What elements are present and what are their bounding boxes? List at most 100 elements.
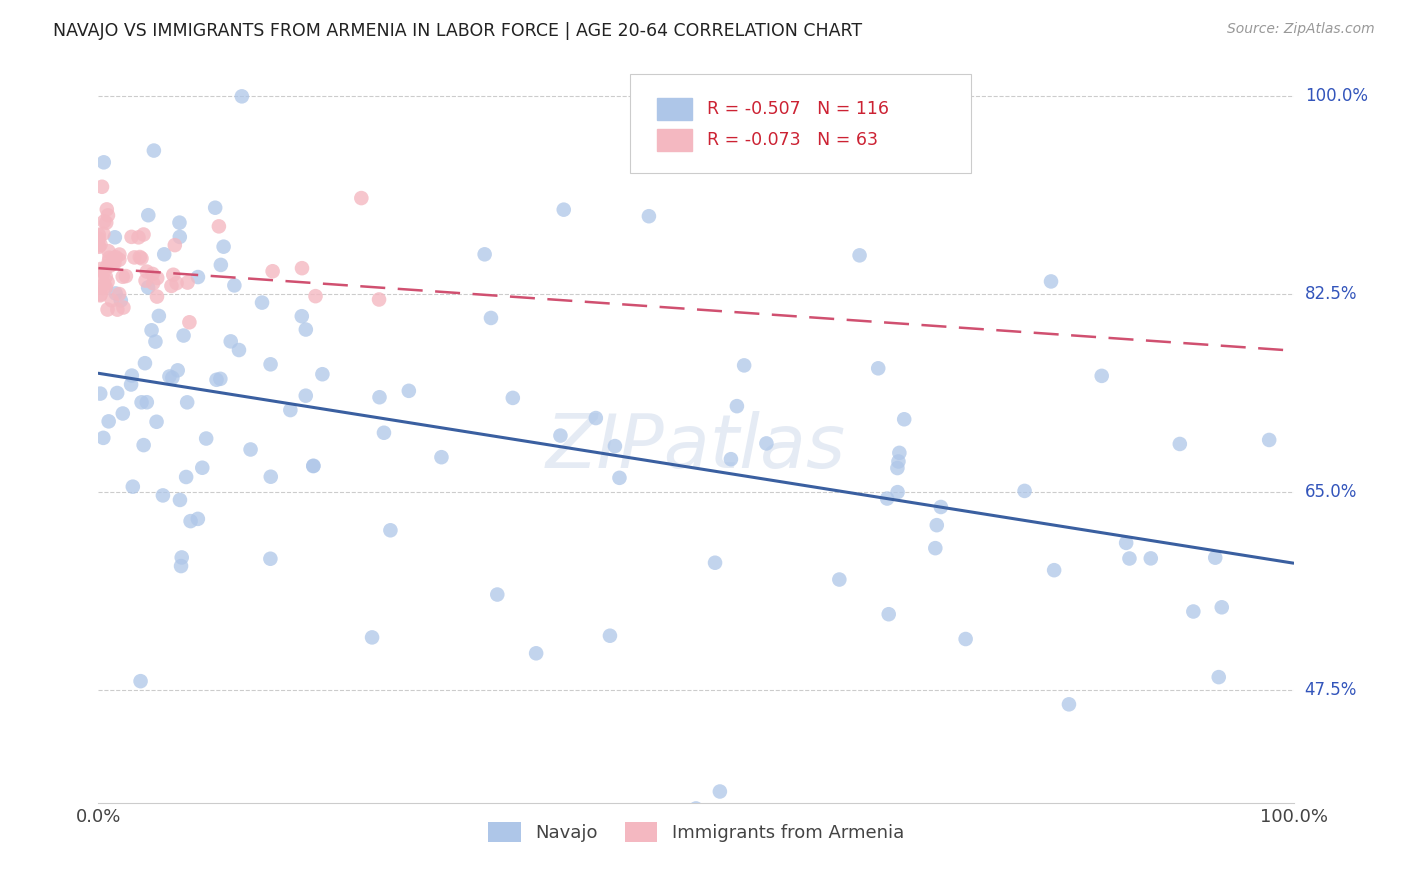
- Point: [828, 573, 851, 587]
- Point: [179, 315, 201, 329]
- Point: [169, 492, 191, 507]
- Point: [120, 377, 142, 392]
- FancyBboxPatch shape: [630, 73, 972, 173]
- Point: [887, 454, 910, 468]
- Point: [136, 208, 159, 222]
- Point: [89, 386, 111, 401]
- Point: [380, 523, 402, 537]
- Point: [195, 432, 218, 446]
- Point: [87, 240, 110, 254]
- Point: [97, 244, 120, 259]
- Point: [720, 452, 742, 467]
- Point: [163, 238, 186, 252]
- Point: [1168, 437, 1191, 451]
- Point: [101, 293, 124, 308]
- Text: NAVAJO VS IMMIGRANTS FROM ARMENIA IN LABOR FORCE | AGE 20-64 CORRELATION CHART: NAVAJO VS IMMIGRANTS FROM ARMENIA IN LAB…: [53, 22, 862, 40]
- Point: [553, 202, 575, 217]
- Text: ZIPatlas: ZIPatlas: [546, 411, 846, 483]
- Point: [110, 293, 132, 308]
- Point: [638, 209, 661, 223]
- Point: [1258, 433, 1281, 447]
- Point: [108, 287, 131, 301]
- Point: [755, 436, 778, 450]
- Point: [96, 216, 118, 230]
- Point: [135, 274, 157, 288]
- Point: [260, 469, 283, 483]
- Point: [136, 280, 159, 294]
- Point: [91, 179, 114, 194]
- Bar: [657, 98, 692, 120]
- Point: [98, 254, 121, 268]
- Point: [90, 262, 112, 277]
- Point: [877, 607, 900, 622]
- Text: R = -0.507   N = 116: R = -0.507 N = 116: [707, 100, 889, 118]
- Point: [893, 412, 915, 426]
- Point: [1118, 551, 1140, 566]
- Point: [146, 289, 169, 303]
- Text: 100.0%: 100.0%: [1305, 87, 1368, 105]
- Text: Source: ZipAtlas.com: Source: ZipAtlas.com: [1227, 22, 1375, 37]
- Point: [212, 240, 235, 254]
- Point: [924, 541, 946, 556]
- Point: [145, 334, 167, 349]
- Point: [103, 256, 125, 270]
- Point: [135, 264, 157, 278]
- Point: [704, 556, 727, 570]
- Point: [153, 247, 176, 261]
- Point: [228, 343, 250, 357]
- Point: [191, 460, 214, 475]
- Point: [259, 551, 281, 566]
- Point: [294, 389, 316, 403]
- Point: [1040, 275, 1063, 289]
- Point: [166, 363, 188, 377]
- Point: [141, 267, 163, 281]
- Point: [599, 629, 621, 643]
- Point: [124, 251, 146, 265]
- Point: [725, 399, 748, 413]
- Point: [132, 438, 155, 452]
- Point: [98, 259, 121, 273]
- Point: [1057, 698, 1080, 712]
- Point: [1182, 605, 1205, 619]
- Point: [1091, 368, 1114, 383]
- Point: [162, 371, 184, 385]
- Point: [733, 359, 755, 373]
- Point: [142, 144, 165, 158]
- Point: [170, 559, 193, 574]
- Point: [93, 214, 115, 228]
- Point: [187, 270, 209, 285]
- Point: [159, 369, 181, 384]
- Point: [90, 287, 112, 301]
- Point: [955, 632, 977, 646]
- Point: [87, 231, 110, 245]
- Point: [929, 500, 952, 514]
- Point: [89, 288, 111, 302]
- Point: [89, 237, 111, 252]
- Point: [96, 302, 118, 317]
- Point: [368, 390, 391, 404]
- Point: [96, 202, 118, 217]
- Point: [103, 251, 125, 265]
- Point: [142, 277, 165, 291]
- Point: [886, 461, 908, 475]
- Text: 82.5%: 82.5%: [1305, 285, 1357, 303]
- Point: [291, 310, 314, 324]
- Point: [121, 480, 143, 494]
- Point: [94, 269, 117, 284]
- Point: [121, 368, 143, 383]
- Point: [132, 227, 155, 242]
- Point: [108, 247, 131, 261]
- Point: [304, 289, 326, 303]
- Point: [204, 201, 226, 215]
- Point: [208, 219, 231, 234]
- Point: [361, 631, 384, 645]
- Point: [121, 230, 143, 244]
- Point: [603, 439, 626, 453]
- Point: [311, 368, 333, 382]
- Point: [1115, 536, 1137, 550]
- Point: [295, 322, 318, 336]
- Point: [152, 488, 174, 502]
- Point: [685, 801, 707, 815]
- Point: [105, 386, 128, 401]
- Point: [302, 459, 325, 474]
